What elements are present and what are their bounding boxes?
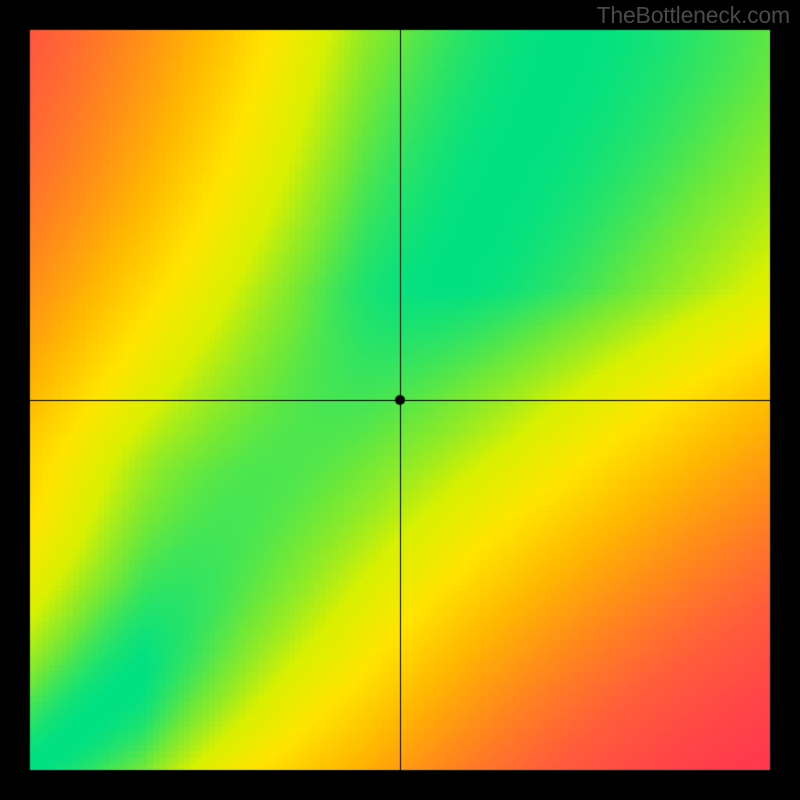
heatmap-overlay <box>0 0 800 800</box>
chart-container: TheBottleneck.com <box>0 0 800 800</box>
watermark-text: TheBottleneck.com <box>597 2 790 29</box>
